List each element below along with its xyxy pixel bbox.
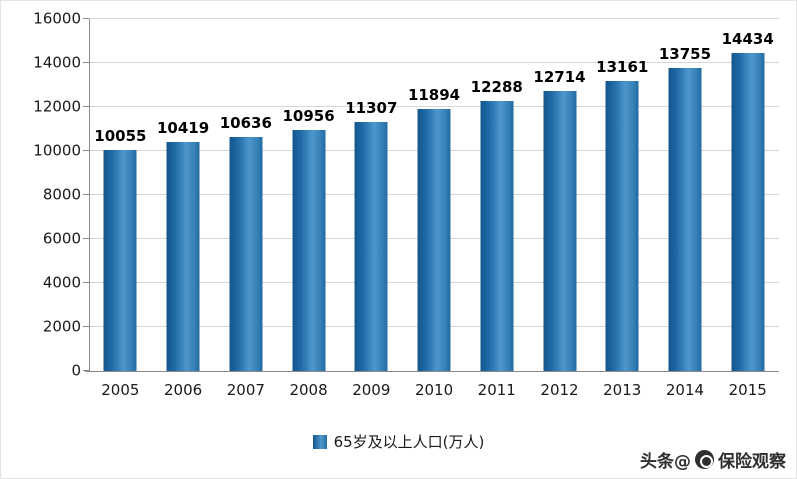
bar-slot: 13161 [591,19,654,371]
legend: 65岁及以上人口(万人) [1,431,796,452]
bar [605,81,639,371]
bar-slot: 11894 [403,19,466,371]
watermark: 头条@ 保险观察 [640,447,786,472]
bar [292,129,326,371]
x-axis-tick-label: 2007 [226,381,265,399]
bar [103,149,137,371]
legend-label: 65岁及以上人口(万人) [333,433,485,451]
bar [417,109,451,371]
bar-value-label: 10419 [157,118,210,137]
bar [480,100,514,371]
y-axis-tick-label: 12000 [33,97,81,116]
x-axis-tick-label: 2006 [164,381,203,399]
y-axis-tick-mark [83,18,89,19]
y-axis-tick-mark [83,106,89,107]
y-axis-line [89,19,90,372]
y-axis-tick-mark [83,370,89,371]
bar-value-label: 10055 [94,126,147,145]
y-axis-tick-label: 2000 [42,317,81,336]
bar [668,68,702,371]
y-axis-tick-label: 14000 [33,53,81,72]
bar-slot: 10956 [277,19,340,371]
watermark-suffix: 保险观察 [718,452,786,472]
y-axis-tick-mark [83,194,89,195]
gridline [89,18,779,19]
bar-value-label: 14434 [721,30,774,49]
x-axis-labels: 2005 2006 2007 2008 2009 2010 2011 2012 2013 2014… [89,381,779,399]
bar [731,53,765,371]
y-axis-tick-label: 16000 [33,9,81,28]
x-axis-line [85,371,779,372]
watermark-prefix: 头条@ [640,452,691,472]
bar-slot: 12714 [528,19,591,371]
bar-value-label: 12714 [533,68,586,87]
x-axis-tick-label: 2014 [665,381,705,399]
bars: 10055 10419 10636 10956 11307 11894 12288 12714… [89,19,779,371]
watermark-logo-icon [695,450,714,469]
y-axis-tick-mark [83,326,89,327]
bar [543,91,576,371]
gridline [89,62,779,63]
bar-slot: 14434 [716,19,779,371]
plot-area: 10055 10419 10636 10956 11307 11894 12288 12714… [89,18,779,371]
bar-slot: 11307 [340,19,403,371]
bar-value-label: 13161 [596,58,649,77]
gridline [89,106,779,107]
x-axis-tick-label: 2012 [540,381,579,399]
x-axis-tick-label: 2005 [101,381,140,399]
bar-value-label: 13755 [658,45,712,64]
x-axis-tick-label: 2013 [603,381,642,399]
y-axis-tick-mark [83,238,89,239]
bar [166,141,200,371]
bar-slot: 10055 [89,19,152,371]
bar-slot: 13755 [654,19,717,371]
y-axis-tick-label: 10000 [33,141,81,160]
bar-value-label: 12288 [470,77,523,96]
x-axis-tick-label: 2010 [414,381,454,399]
bar-value-label: 10636 [219,114,272,133]
y-axis-tick-mark [83,150,89,151]
y-axis-ticks [83,18,89,371]
bar [354,122,388,371]
y-axis-tick-label: 6000 [42,229,81,248]
bar-slot: 10636 [214,19,277,371]
y-axis-tick-label: 0 [71,361,81,380]
bar-slot: 10419 [152,19,215,371]
legend-swatch-icon [312,434,327,449]
y-axis-labels: 0 2000 4000 6000 8000 10000 12000 14000 16000 [1,11,81,378]
bar-value-label: 11894 [407,86,461,105]
bar [229,137,263,371]
x-axis-tick-label: 2009 [352,381,391,399]
bar-slot: 12288 [465,19,528,371]
y-axis-tick-mark [83,282,89,283]
x-axis-tick-label: 2008 [289,381,328,399]
y-axis-tick-label: 8000 [42,185,81,204]
y-axis-tick-mark [83,62,89,63]
y-axis-tick-label: 4000 [42,273,81,292]
x-axis-tick-label: 2011 [477,381,516,399]
x-axis-tick-label: 2015 [728,381,767,399]
bar-value-label: 10956 [282,106,335,125]
bar-value-label: 11307 [345,99,398,118]
